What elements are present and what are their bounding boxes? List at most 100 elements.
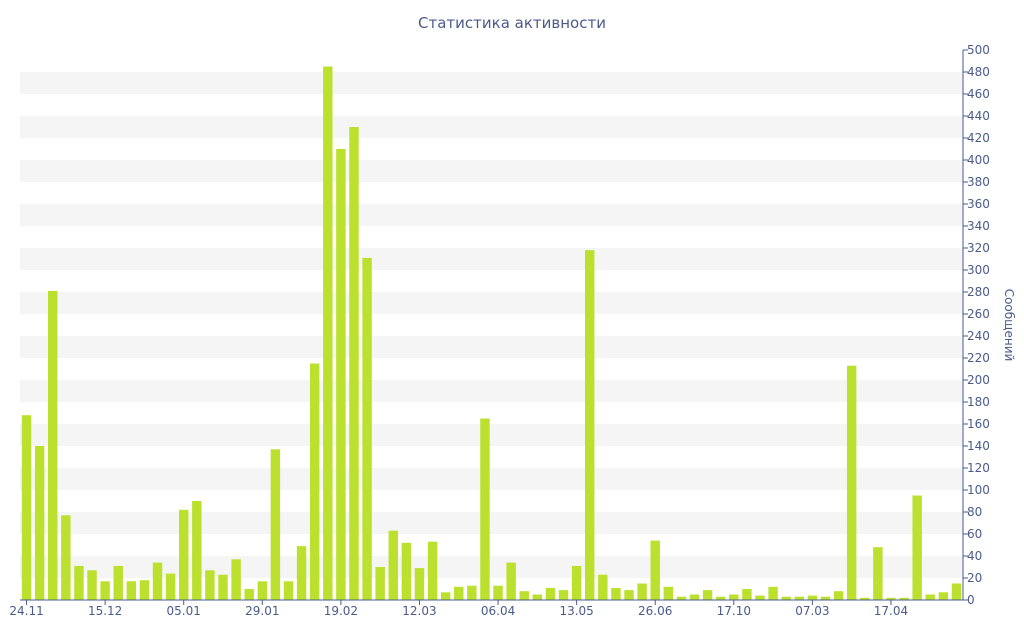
bar[interactable] (611, 587, 621, 600)
bar[interactable] (506, 562, 516, 600)
x-tick-label: 13.05 (559, 604, 593, 618)
y-tick-label: 240 (967, 329, 990, 343)
bar[interactable] (414, 568, 425, 600)
grid-band (20, 336, 963, 358)
bar[interactable] (860, 597, 870, 600)
bar[interactable] (231, 559, 241, 600)
bar[interactable] (336, 149, 346, 600)
bar[interactable] (715, 596, 726, 600)
bar[interactable] (309, 363, 320, 601)
bar[interactable] (702, 590, 713, 600)
chart-title: Статистика активности (418, 14, 606, 32)
y-tick-label: 120 (967, 461, 990, 475)
bar[interactable] (48, 290, 58, 600)
bar[interactable] (519, 591, 529, 600)
bar[interactable] (938, 592, 949, 600)
bar[interactable] (873, 547, 883, 600)
y-tick-label: 460 (967, 87, 990, 101)
bar[interactable] (899, 597, 909, 600)
x-tick-label: 06.04 (481, 604, 515, 618)
bar[interactable] (375, 567, 385, 600)
y-tick-label: 100 (967, 483, 990, 497)
bar[interactable] (61, 515, 71, 600)
bar[interactable] (126, 581, 137, 600)
bar[interactable] (467, 585, 477, 600)
bar[interactable] (480, 418, 490, 601)
bar[interactable] (951, 583, 962, 601)
bar[interactable] (74, 565, 84, 600)
bar[interactable] (794, 596, 804, 600)
bar[interactable] (113, 565, 123, 600)
bar[interactable] (676, 596, 687, 600)
bar[interactable] (637, 583, 647, 601)
bar[interactable] (283, 581, 294, 600)
bar[interactable] (427, 541, 438, 600)
bar[interactable] (87, 570, 97, 600)
bar[interactable] (21, 415, 32, 600)
bar[interactable] (807, 595, 818, 600)
bar[interactable] (585, 250, 595, 600)
bar[interactable] (912, 495, 922, 601)
y-tick-label: 20 (967, 571, 982, 585)
bar[interactable] (925, 594, 935, 601)
bar[interactable] (846, 365, 857, 600)
x-tick-label: 24.11 (9, 604, 43, 618)
bar[interactable] (532, 594, 543, 601)
bar[interactable] (100, 581, 110, 600)
bar[interactable] (323, 66, 333, 601)
y-tick-label: 340 (967, 219, 990, 233)
bar[interactable] (493, 585, 503, 600)
y-tick-label: 180 (967, 395, 990, 409)
x-axis: 24.11 15.12 05.01 29.01 19.02 12.03 06.04 13.05… (9, 599, 963, 618)
bar[interactable] (689, 594, 700, 601)
bar[interactable] (571, 565, 582, 600)
bar[interactable] (388, 530, 398, 600)
y-tick-label: 500 (967, 43, 990, 57)
grid-band (20, 292, 963, 314)
bar[interactable] (179, 509, 189, 600)
bar[interactable] (192, 501, 202, 600)
bar[interactable] (139, 580, 150, 600)
bar[interactable] (663, 586, 674, 600)
grid-band (20, 204, 963, 226)
grid-band (20, 248, 963, 270)
bar[interactable] (362, 257, 372, 600)
bar[interactable] (755, 595, 765, 600)
y-axis: 0 20 40 60 80 100 120 140 160 180 200 220 240 260 280 3… (962, 43, 990, 607)
grid-band (20, 380, 963, 402)
bar[interactable] (886, 597, 896, 600)
y-tick-label: 480 (967, 65, 990, 79)
bar[interactable] (820, 596, 831, 600)
bar[interactable] (729, 594, 739, 601)
bar[interactable] (742, 589, 752, 600)
grid-band (20, 424, 963, 446)
y-tick-label: 280 (967, 285, 990, 299)
bar[interactable] (152, 562, 163, 600)
bar[interactable] (296, 546, 307, 600)
grid-band (20, 512, 963, 534)
bar[interactable] (781, 596, 791, 600)
bar[interactable] (650, 540, 660, 600)
y-tick-label: 40 (967, 549, 982, 563)
bar[interactable] (401, 542, 412, 600)
bar[interactable] (244, 589, 254, 600)
bar[interactable] (454, 586, 464, 600)
bar[interactable] (349, 127, 359, 600)
y-tick-label: 320 (967, 241, 990, 255)
bar[interactable] (598, 574, 608, 600)
bar[interactable] (624, 590, 634, 600)
bar[interactable] (833, 591, 844, 600)
bar[interactable] (257, 581, 268, 600)
bar[interactable] (558, 590, 569, 600)
bar[interactable] (165, 573, 176, 600)
bar[interactable] (34, 446, 45, 600)
bar[interactable] (270, 449, 281, 600)
y-tick-label: 0 (967, 593, 975, 607)
bar[interactable] (205, 570, 215, 600)
bar[interactable] (768, 586, 778, 600)
bar[interactable] (545, 587, 556, 600)
y-tick-label: 220 (967, 351, 990, 365)
bar[interactable] (218, 574, 228, 600)
bar[interactable] (440, 592, 451, 600)
